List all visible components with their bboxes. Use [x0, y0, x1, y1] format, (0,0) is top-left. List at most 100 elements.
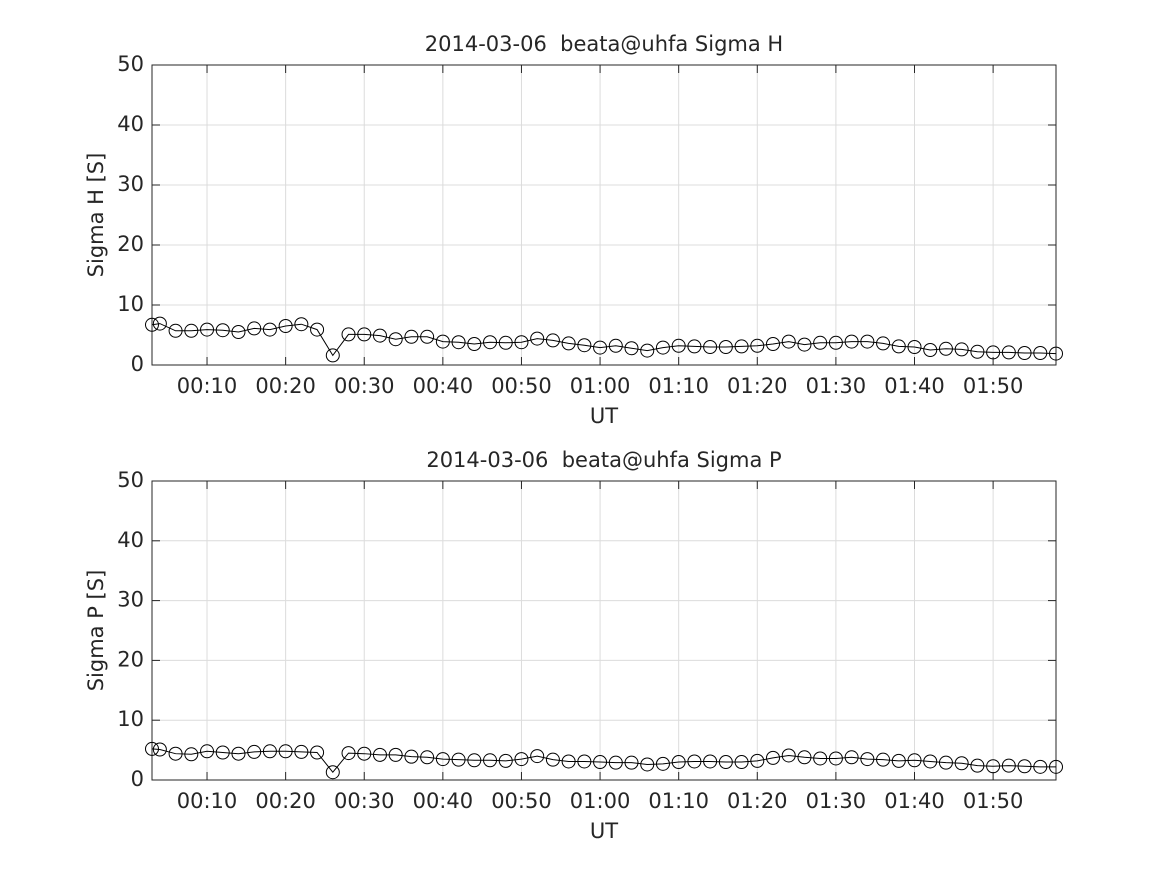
data-marker — [923, 754, 938, 769]
data-marker — [797, 337, 812, 352]
data-marker — [687, 754, 702, 769]
data-marker — [923, 343, 938, 357]
data-marker — [200, 322, 215, 337]
x-tick-label: 01:20 — [727, 374, 788, 398]
data-marker — [451, 752, 466, 767]
data-marker — [938, 755, 953, 770]
data-marker — [1001, 758, 1016, 773]
data-marker — [828, 335, 843, 350]
data-marker — [467, 337, 482, 351]
data-marker — [687, 339, 702, 354]
y-tick-label: 50 — [117, 468, 144, 492]
data-marker — [483, 753, 498, 768]
data-marker — [640, 343, 655, 358]
data-marker — [593, 340, 608, 355]
data-marker — [718, 340, 733, 354]
series-line — [151, 748, 1056, 774]
y-tick-label: 20 — [117, 232, 144, 256]
x-tick-label: 00:30 — [334, 789, 395, 813]
y-tick-label: 20 — [117, 647, 144, 671]
y-tick-label: 10 — [117, 707, 144, 731]
data-marker — [907, 753, 922, 768]
data-marker — [372, 328, 387, 343]
data-marker — [231, 325, 246, 339]
data-marker — [530, 331, 545, 346]
data-marker — [577, 338, 592, 353]
data-marker — [655, 340, 670, 355]
subplot: 00:10 00:20 00:30 00:40 00:50 01:00 01:10 01:20… — [84, 32, 1063, 428]
x-tick-label: 01:30 — [806, 374, 867, 398]
data-marker — [876, 336, 891, 351]
data-marker — [750, 753, 765, 768]
data-marker — [420, 329, 435, 344]
data-marker — [498, 335, 513, 350]
x-tick-label: 01:00 — [570, 789, 631, 813]
x-tick-label: 00:30 — [334, 374, 395, 398]
x-axis-label: UT — [590, 819, 618, 843]
y-tick-label: 30 — [117, 588, 144, 612]
x-tick-label: 01:50 — [963, 789, 1024, 813]
data-marker — [341, 327, 356, 342]
data-marker — [152, 316, 167, 331]
x-tick-label: 00:20 — [255, 789, 316, 813]
axes-box — [151, 64, 1057, 366]
subplot: 00:10 00:20 00:30 00:40 00:50 01:00 01:10 01:20… — [84, 448, 1063, 843]
data-marker — [168, 323, 183, 338]
data-marker — [844, 334, 859, 349]
data-marker — [294, 317, 309, 332]
data-marker — [970, 758, 985, 773]
data-marker — [514, 335, 529, 350]
data-marker — [561, 336, 576, 351]
data-marker — [294, 744, 309, 759]
data-marker — [278, 744, 293, 759]
data-marker — [1049, 759, 1063, 774]
data-marker — [435, 334, 450, 349]
data-marker — [655, 756, 670, 771]
data-marker — [703, 340, 718, 354]
data-marker — [624, 341, 639, 356]
series-line — [151, 323, 1057, 357]
data-marker — [145, 741, 159, 756]
data-marker — [435, 752, 450, 767]
data-marker — [1033, 759, 1048, 774]
data-marker — [876, 752, 891, 767]
y-tick-label: 40 — [117, 112, 144, 136]
data-marker — [561, 754, 576, 769]
y-tick-label: 0 — [131, 352, 144, 376]
x-tick-label: 00:10 — [177, 374, 238, 398]
data-marker — [781, 748, 796, 763]
data-marker — [200, 744, 215, 759]
data-marker — [608, 755, 623, 770]
data-marker — [813, 335, 828, 350]
y-tick-label: 30 — [117, 172, 144, 196]
data-marker — [640, 757, 655, 772]
y-axis-label: Sigma H [S] — [84, 153, 108, 278]
data-marker — [247, 321, 262, 336]
data-marker — [372, 747, 387, 762]
data-marker — [388, 747, 403, 762]
data-marker — [577, 754, 592, 769]
x-tick-label: 00:40 — [413, 789, 474, 813]
data-marker — [1017, 346, 1032, 360]
data-marker — [467, 753, 482, 768]
data-marker — [310, 322, 325, 337]
data-marker — [986, 759, 1001, 774]
data-marker — [388, 332, 403, 347]
data-marker — [483, 335, 498, 350]
data-marker — [828, 751, 843, 766]
data-marker — [1033, 346, 1048, 360]
x-tick-label: 00:10 — [177, 789, 238, 813]
x-tick-label: 01:40 — [884, 374, 945, 398]
data-marker — [514, 752, 529, 767]
data-marker — [1049, 346, 1063, 361]
data-marker — [718, 755, 733, 770]
x-tick-label: 01:40 — [884, 789, 945, 813]
x-axis-label: UT — [590, 404, 618, 428]
data-marker — [341, 746, 356, 761]
data-marker — [813, 751, 828, 766]
x-tick-label: 00:20 — [255, 374, 316, 398]
x-tick-label: 00:50 — [491, 789, 552, 813]
data-marker — [907, 340, 922, 354]
data-marker — [891, 753, 906, 768]
